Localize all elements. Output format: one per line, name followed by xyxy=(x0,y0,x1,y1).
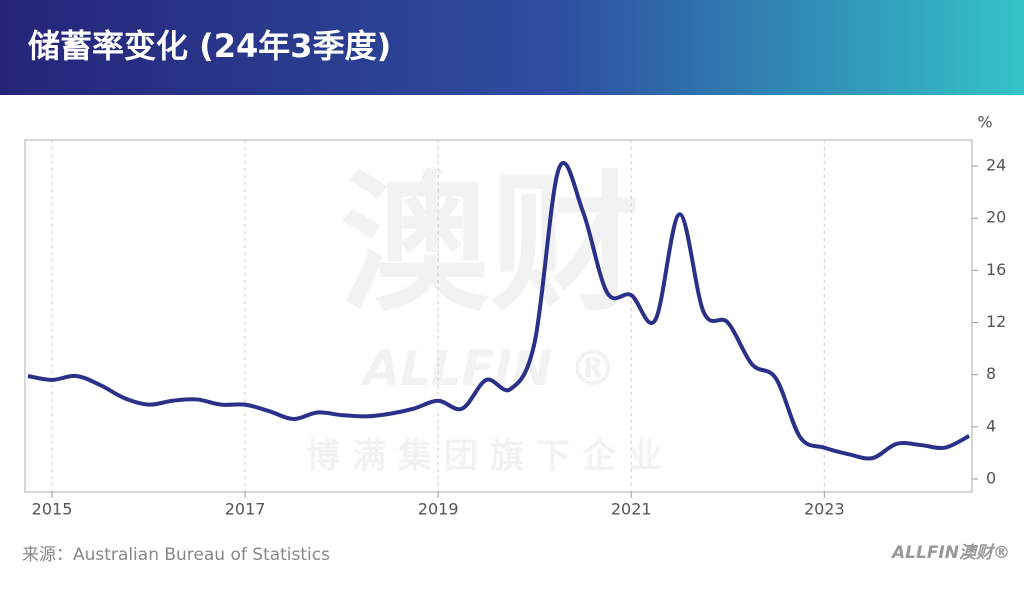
watermark-text: ALLFIN ® xyxy=(359,341,617,397)
y-tick-label: 8 xyxy=(986,364,996,383)
x-tick-label: 2019 xyxy=(418,500,459,519)
watermark-text: 澳财 xyxy=(340,158,640,332)
header-bar xyxy=(0,0,1024,95)
y-tick-label: 16 xyxy=(986,260,1006,279)
y-tick-label: 4 xyxy=(986,416,996,435)
watermark-text: 博满集团旗下企业 xyxy=(306,437,674,477)
unit-label: % xyxy=(977,113,992,132)
x-tick-label: 2023 xyxy=(804,500,845,519)
plot-frame xyxy=(24,139,973,493)
data-line xyxy=(27,160,971,461)
y-tick-label: 0 xyxy=(986,468,996,487)
y-tick-label: 20 xyxy=(986,208,1006,227)
source-note: 来源：Australian Bureau of Statistics xyxy=(22,545,330,565)
x-tick-label: 2017 xyxy=(225,500,266,519)
y-tick-label: 12 xyxy=(986,312,1006,331)
watermark: 澳财 ALLFIN ® 博满集团旗下企业 xyxy=(306,158,674,477)
y-tick-label: 24 xyxy=(986,156,1006,175)
x-tick-label: 2015 xyxy=(32,500,73,519)
chart-title: 储蓄率变化 (24年3季度) xyxy=(28,27,391,65)
x-tick-label: 2021 xyxy=(611,500,652,519)
logo: ALLFIN澳财® xyxy=(890,543,1010,563)
